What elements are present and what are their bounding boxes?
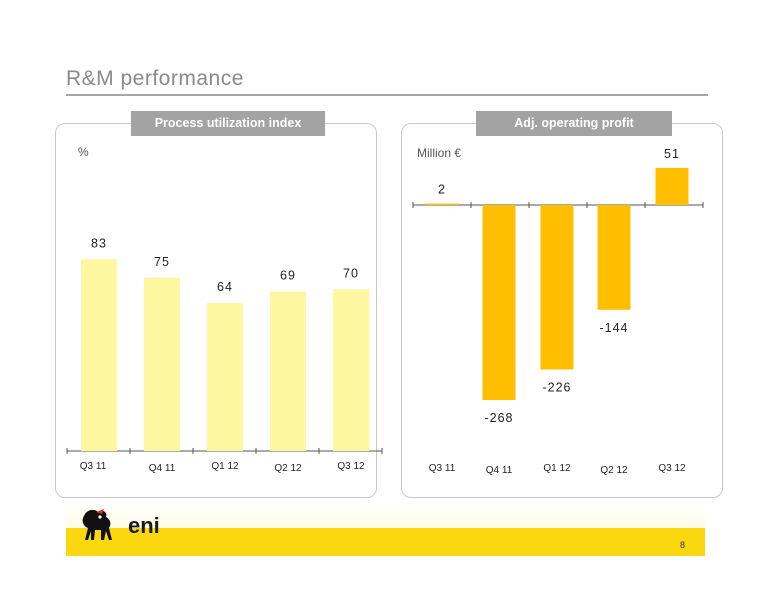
footer-band [66,528,705,556]
utilization-category-label: Q4 11 [149,463,176,474]
utilization-bar [81,259,117,451]
utilization-category-label: Q2 12 [274,463,302,474]
utilization-data-label: 83 [91,236,107,250]
utilization-data-label: 75 [154,255,170,269]
operating-profit-data-label: 51 [664,147,680,161]
page-number: 8 [680,540,686,550]
utilization-bar [207,303,243,451]
operating-profit-data-label: -226 [542,380,571,394]
utilization-category-label: Q3 11 [80,461,107,472]
utilization-data-label: 70 [343,266,359,280]
operating-profit-unit-label: Million € [417,146,462,160]
utilization-category-label: Q3 12 [337,461,365,472]
operating-profit-category-label: Q4 11 [486,465,513,476]
footer-fade [66,504,705,528]
title-divider [66,94,708,96]
utilization-category-label: Q1 12 [211,461,239,472]
utilization-unit-label: % [78,145,89,159]
operating-profit-bar [655,167,689,205]
operating-profit-category-label: Q3 12 [658,463,686,474]
operating-profit-bar [597,205,631,310]
operating-profit-bar [482,205,516,400]
utilization-bar [270,291,306,451]
operating-profit-chart-title: Adj. operating profit [476,111,672,136]
operating-profit-data-label: -144 [599,321,628,335]
six-legged-dog-icon [82,509,112,540]
utilization-chart-title: Process utilization index [131,111,325,136]
utilization-data-label: 69 [280,269,296,283]
utilization-bar [144,277,180,451]
operating-profit-category-label: Q3 11 [429,463,456,474]
operating-profit-data-label: -268 [484,411,513,425]
operating-profit-bar [425,203,459,206]
operating-profit-category-label: Q2 12 [600,465,628,476]
utilization-data-label: 64 [217,280,233,294]
logo-wordmark: eni [128,513,160,538]
operating-profit-bar [540,205,574,370]
page-title: R&M performance [66,67,244,90]
operating-profit-data-label: 2 [438,183,446,197]
operating-profit-category-label: Q1 12 [543,463,571,474]
utilization-bar [333,289,369,451]
eni-logo: eni [82,509,160,540]
